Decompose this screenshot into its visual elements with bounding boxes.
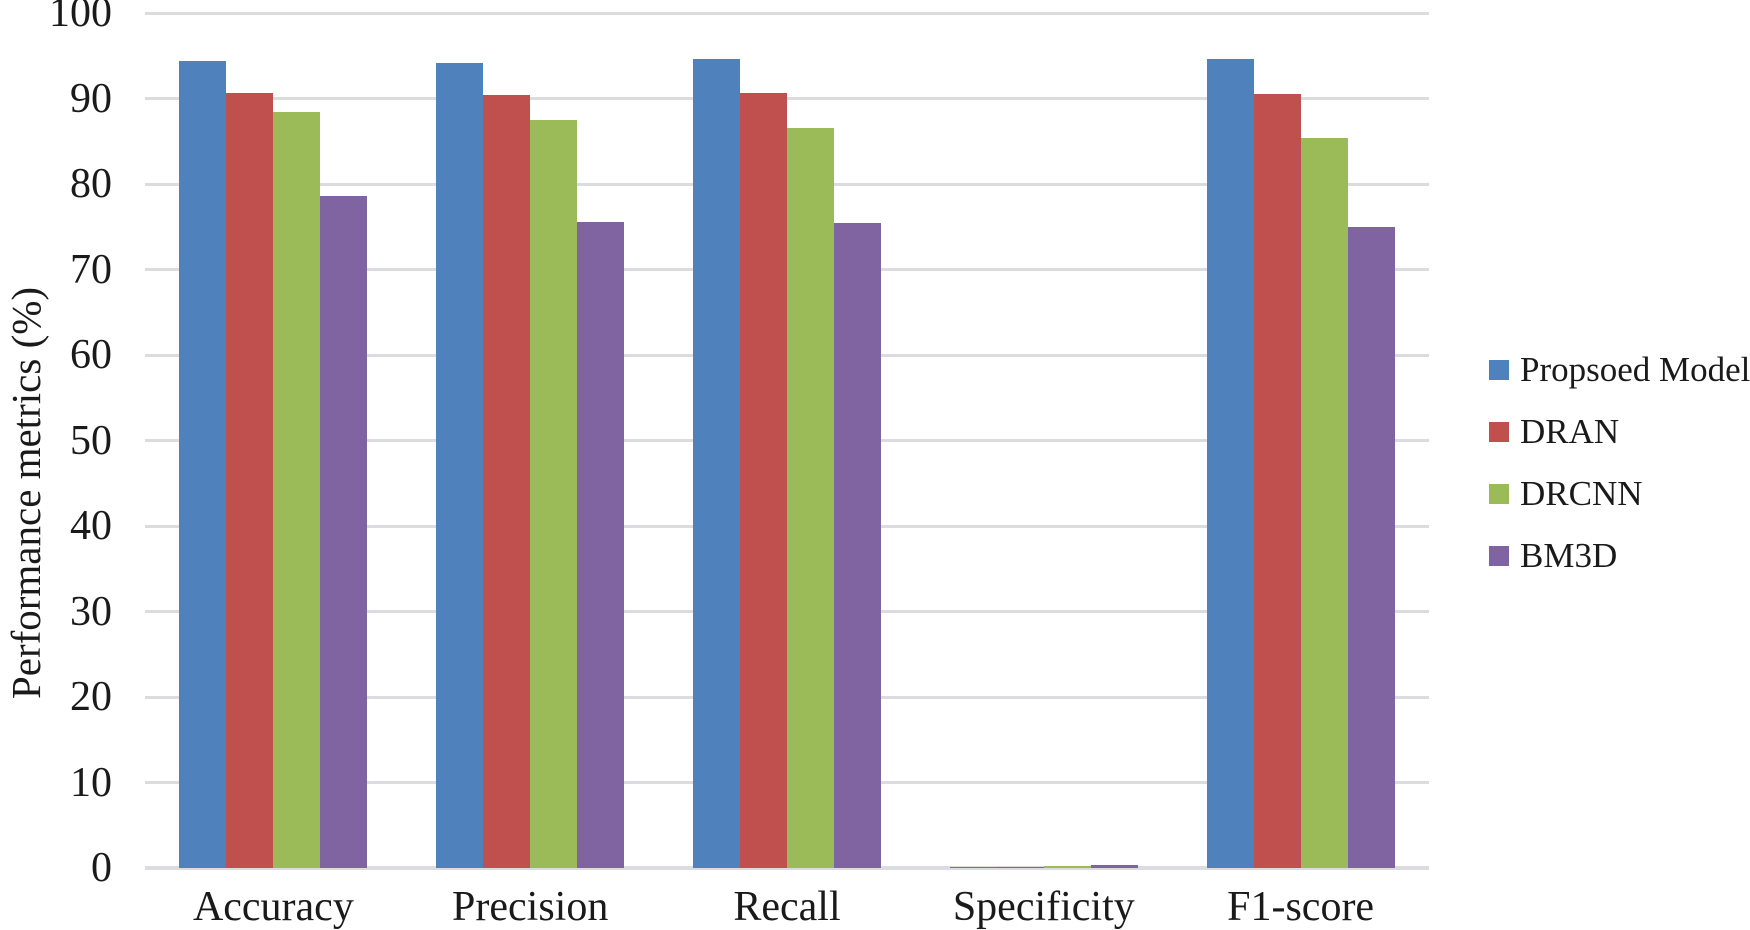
bar-drcnn-f1-score bbox=[1300, 137, 1348, 868]
bar-propsoed-model-f1-score bbox=[1206, 59, 1254, 868]
y-tick-label-100: 100 bbox=[49, 0, 112, 36]
bar-dran-f1-score bbox=[1253, 94, 1301, 868]
x-category-label-precision: Precision bbox=[452, 884, 609, 930]
legend-entry-propsoed-model: Propsoed Model bbox=[1489, 352, 1750, 388]
gridline-0 bbox=[145, 866, 1429, 870]
y-tick-label-80: 80 bbox=[70, 161, 112, 207]
bar-drcnn-recall bbox=[787, 128, 834, 868]
y-tick-label-10: 10 bbox=[70, 759, 112, 806]
y-tick-label-30: 30 bbox=[70, 588, 112, 635]
bar-propsoed-model-accuracy bbox=[179, 60, 227, 868]
legend-swatch-icon bbox=[1489, 360, 1509, 380]
gridline-90 bbox=[145, 97, 1429, 100]
legend-label: DRAN bbox=[1520, 412, 1620, 451]
y-tick-label-0: 0 bbox=[91, 845, 112, 891]
bar-bm3d-f1-score bbox=[1347, 226, 1395, 868]
x-category-label-specificity: Specificity bbox=[952, 884, 1135, 930]
bar-drcnn-accuracy bbox=[273, 112, 321, 868]
legend-entry-drcnn: DRCNN bbox=[1489, 476, 1750, 512]
x-category-label-recall: Recall bbox=[733, 884, 841, 930]
bar-dran-specificity bbox=[996, 866, 1044, 868]
y-tick-label-40: 40 bbox=[70, 503, 112, 549]
bar-dran-recall bbox=[740, 93, 787, 868]
legend-swatch-icon bbox=[1489, 484, 1509, 504]
y-tick-label-70: 70 bbox=[70, 246, 112, 293]
legend-entry-bm3d: BM3D bbox=[1489, 538, 1750, 574]
legend-label: DRCNN bbox=[1520, 474, 1643, 513]
bar-propsoed-model-specificity bbox=[949, 866, 997, 868]
y-tick-label-20: 20 bbox=[70, 674, 112, 720]
bar-drcnn-precision bbox=[530, 119, 578, 868]
bar-propsoed-model-recall bbox=[693, 59, 740, 868]
x-category-label-accuracy: Accuracy bbox=[192, 884, 354, 930]
legend-swatch-icon bbox=[1489, 422, 1509, 442]
y-tick-label-60: 60 bbox=[70, 332, 112, 378]
legend-label: Propsoed Model bbox=[1520, 350, 1750, 389]
bar-dran-precision bbox=[483, 95, 531, 868]
bar-bm3d-recall bbox=[834, 223, 881, 868]
bar-bm3d-precision bbox=[577, 222, 625, 868]
bar-bm3d-specificity bbox=[1090, 865, 1138, 868]
gridline-100 bbox=[145, 11, 1429, 15]
plot-area bbox=[145, 11, 1429, 870]
bar-drcnn-specificity bbox=[1043, 866, 1091, 868]
legend-entry-dran: DRAN bbox=[1489, 414, 1750, 450]
legend-label: BM3D bbox=[1520, 536, 1618, 575]
x-category-label-f1-score: F1-score bbox=[1227, 884, 1375, 930]
bar-dran-accuracy bbox=[226, 93, 274, 868]
bar-bm3d-accuracy bbox=[320, 195, 368, 868]
bar-propsoed-model-precision bbox=[436, 63, 484, 868]
y-tick-label-50: 50 bbox=[70, 417, 112, 464]
chart-legend: Propsoed Model DRAN DRCNN BM3D bbox=[1489, 352, 1750, 600]
y-tick-label-90: 90 bbox=[70, 75, 112, 122]
legend-swatch-icon bbox=[1489, 546, 1509, 566]
